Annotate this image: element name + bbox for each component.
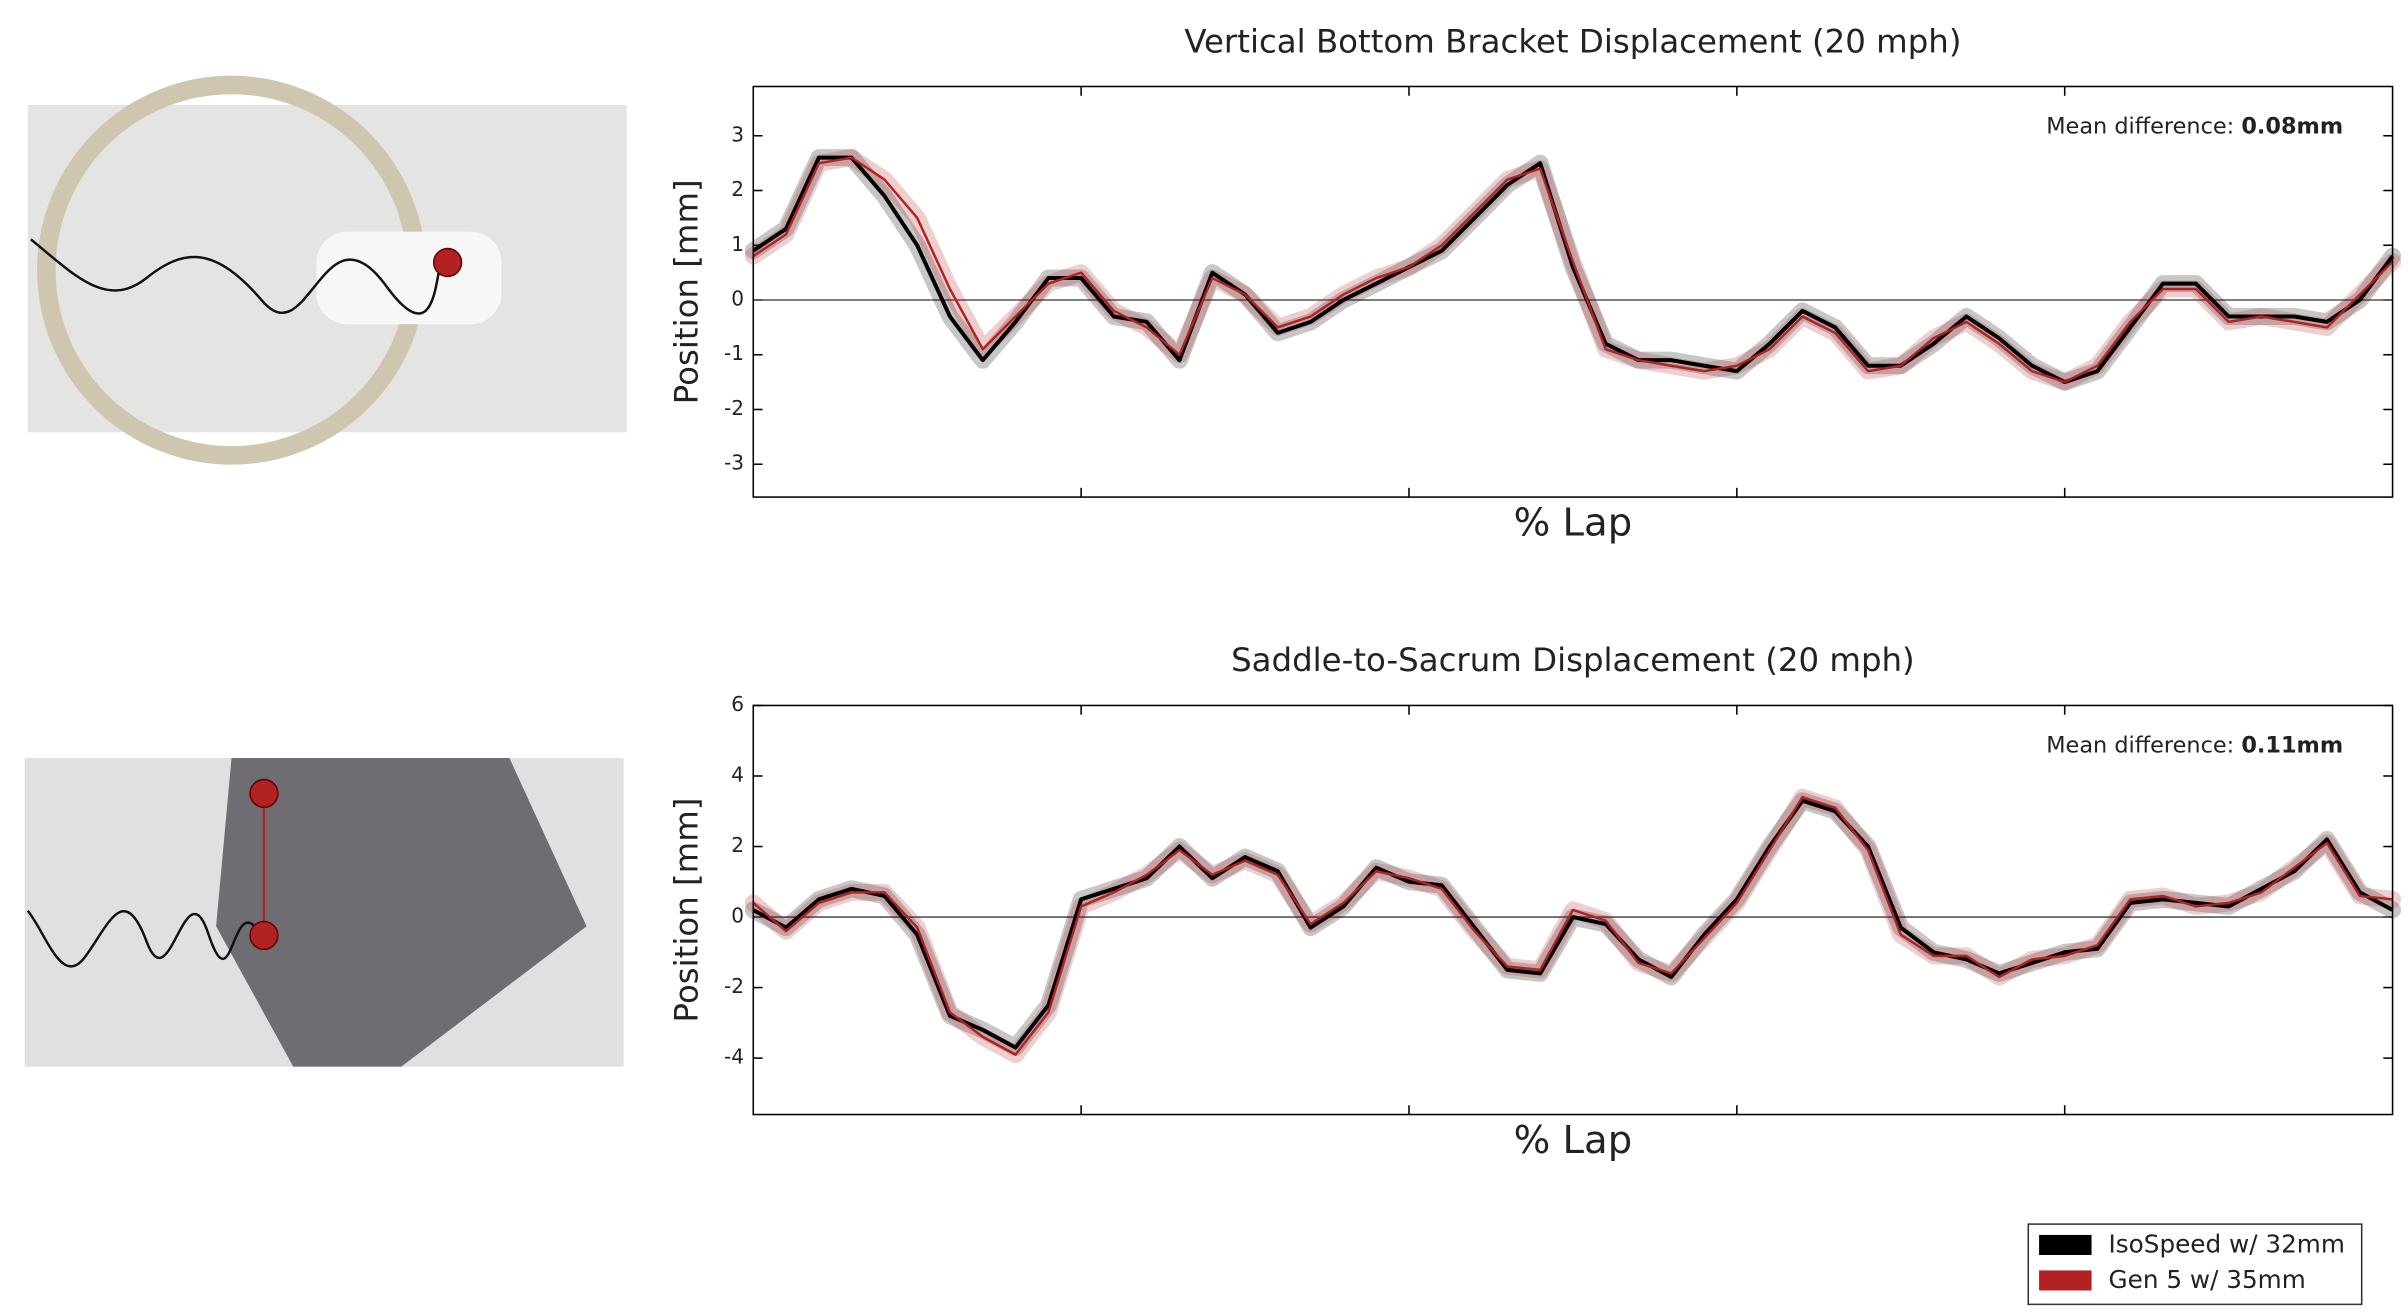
y-tick-label: 2 <box>731 833 744 857</box>
plot-frame <box>752 85 2394 498</box>
y-tick-label: 6 <box>731 692 744 716</box>
annotation-label: Mean difference: <box>2046 732 2234 758</box>
band <box>744 788 2402 1064</box>
y-tick-label: 4 <box>731 762 744 786</box>
chart: Saddle-to-Sacrum Displacement (20 mph) % … <box>667 641 2402 1163</box>
annotation: Mean difference: 0.08mm <box>2046 113 2343 139</box>
chart-title: Saddle-to-Sacrum Displacement (20 mph) <box>1231 641 1915 679</box>
y-tick-label: 3 <box>731 122 744 146</box>
y-tick-label: -2 <box>724 396 744 420</box>
series-line <box>752 795 2393 1056</box>
y-axis-label: Position [mm] <box>667 179 705 404</box>
y-tick-label: 1 <box>731 232 744 256</box>
y-tick-label: -2 <box>724 974 744 998</box>
chart-title: Vertical Bottom Bracket Displacement (20… <box>1184 22 1961 60</box>
y-tick-label: 2 <box>731 177 744 201</box>
x-axis-label: % Lap <box>1514 1118 1633 1163</box>
series-line <box>752 155 2395 385</box>
x-axis-label: % Lap <box>1514 500 1633 545</box>
y-axis-label: Position [mm] <box>667 798 705 1023</box>
wave <box>30 238 449 315</box>
annotation-value: 0.11mm <box>2241 732 2343 758</box>
wave <box>26 909 256 968</box>
shorts <box>216 757 587 1067</box>
legend-label: Gen 5 w/ 35mm <box>2109 1265 2306 1294</box>
series-line <box>752 798 2394 1050</box>
marker <box>249 778 279 809</box>
series-line <box>752 156 2394 384</box>
illustration-bike <box>27 75 627 465</box>
marker <box>432 247 463 278</box>
annotation-label: Mean difference: <box>2046 113 2234 139</box>
illustration-rider <box>24 757 624 1067</box>
annotation: Mean difference: 0.11mm <box>2046 732 2343 758</box>
annotation-value: 0.08mm <box>2241 113 2343 139</box>
legend-swatch <box>2039 1270 2092 1291</box>
chart: Vertical Bottom Bracket Displacement (20… <box>667 22 2402 545</box>
y-tick-label: 0 <box>731 286 744 310</box>
legend-swatch <box>2039 1234 2092 1255</box>
y-tick-label: -4 <box>724 1045 744 1069</box>
y-tick-label: 0 <box>731 904 744 928</box>
y-tick-label: -3 <box>724 451 744 475</box>
marker <box>249 920 279 951</box>
legend: IsoSpeed w/ 32mm Gen 5 w/ 35mm <box>2027 1223 2363 1306</box>
legend-label: IsoSpeed w/ 32mm <box>2109 1230 2345 1259</box>
plot-frame <box>752 704 2394 1116</box>
y-tick-label: -1 <box>724 341 744 365</box>
